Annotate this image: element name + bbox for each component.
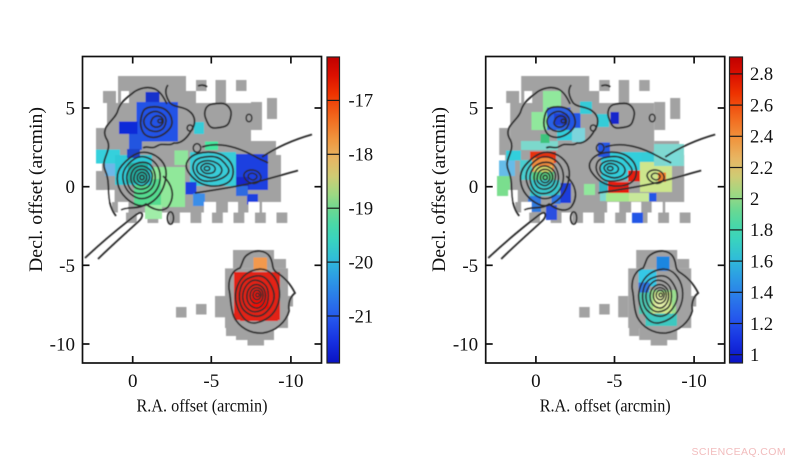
svg-text:-21: -21	[349, 307, 374, 327]
svg-text:R.A. offset (arcmin): R.A. offset (arcmin)	[137, 396, 268, 417]
svg-text:-17: -17	[349, 92, 374, 112]
svg-text:1.4: 1.4	[750, 284, 773, 304]
svg-text:-10: -10	[50, 335, 75, 356]
svg-text:2.4: 2.4	[750, 128, 773, 148]
svg-text:SCIENCEAQ.COM: SCIENCEAQ.COM	[692, 446, 786, 458]
svg-text:2: 2	[750, 190, 759, 210]
svg-text:-5: -5	[203, 371, 219, 392]
svg-text:-19: -19	[349, 200, 374, 220]
svg-text:2.2: 2.2	[750, 159, 773, 179]
svg-text:0: 0	[66, 177, 76, 198]
svg-text:0: 0	[469, 177, 479, 198]
svg-text:1.6: 1.6	[750, 252, 773, 272]
svg-text:1: 1	[750, 346, 759, 366]
svg-text:5: 5	[66, 99, 76, 120]
svg-text:5: 5	[469, 99, 479, 120]
svg-text:2.6: 2.6	[750, 96, 773, 116]
svg-text:Decl. offset (arcmin): Decl. offset (arcmin)	[430, 107, 450, 272]
svg-text:-10: -10	[681, 371, 706, 392]
svg-text:Decl. offset (arcmin): Decl. offset (arcmin)	[27, 107, 47, 272]
svg-text:-5: -5	[607, 371, 623, 392]
svg-text:-20: -20	[349, 253, 374, 273]
svg-text:0: 0	[128, 371, 138, 392]
svg-text:1.2: 1.2	[750, 315, 773, 335]
svg-text:1.8: 1.8	[750, 221, 773, 241]
svg-text:R.A. offset (arcmin): R.A. offset (arcmin)	[540, 396, 671, 417]
svg-text:0: 0	[531, 371, 541, 392]
svg-text:-5: -5	[59, 256, 75, 277]
svg-text:2.8: 2.8	[750, 65, 773, 85]
svg-text:-5: -5	[462, 256, 478, 277]
svg-text:-10: -10	[278, 371, 303, 392]
svg-text:-10: -10	[453, 335, 478, 356]
svg-text:-18: -18	[349, 146, 374, 166]
